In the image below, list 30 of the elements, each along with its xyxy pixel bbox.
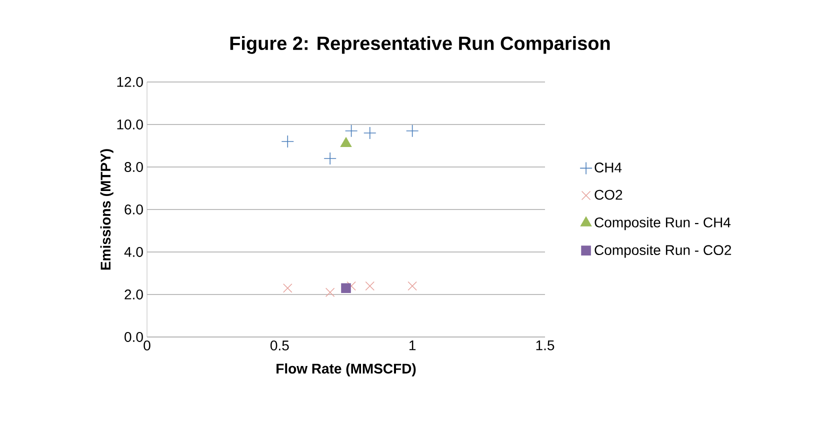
point: [408, 281, 417, 291]
point: [324, 152, 336, 165]
x-tick-label: 0: [144, 340, 150, 350]
point: [406, 124, 419, 138]
x-tick-label: 0.5: [270, 340, 289, 350]
y-tick-label: 4.0: [124, 247, 143, 257]
x-tick-label: 1.5: [536, 340, 554, 350]
y-tick-label: 12.0: [117, 77, 143, 87]
y-tick-label: 2.0: [124, 290, 143, 300]
legend-label: Composite Run - CH4: [594, 217, 731, 230]
y-tick-label: 6.0: [124, 204, 143, 214]
y-axis-title: Emissions (MTPY): [100, 149, 114, 270]
y-tick-label: 0.0: [124, 332, 143, 342]
legend-label: CH4: [594, 162, 622, 172]
point: [344, 124, 358, 138]
x-tick-label: 1: [410, 340, 416, 350]
point: [341, 283, 351, 294]
point: [325, 288, 335, 298]
point: [282, 283, 292, 293]
legend-label: CO2: [594, 190, 622, 200]
point: [363, 126, 376, 140]
point: [365, 281, 375, 291]
point: [346, 281, 356, 291]
y-tick-label: 10.0: [117, 120, 143, 130]
x-axis-title: Flow Rate (MMSCFD): [276, 363, 416, 376]
legend-label: Composite Run - CO2: [594, 244, 732, 258]
chart-title: Figure 2: Representative Run Comparison: [230, 36, 610, 54]
y-tick-label: 8.0: [124, 162, 143, 172]
point: [340, 137, 352, 148]
point: [281, 135, 294, 148]
